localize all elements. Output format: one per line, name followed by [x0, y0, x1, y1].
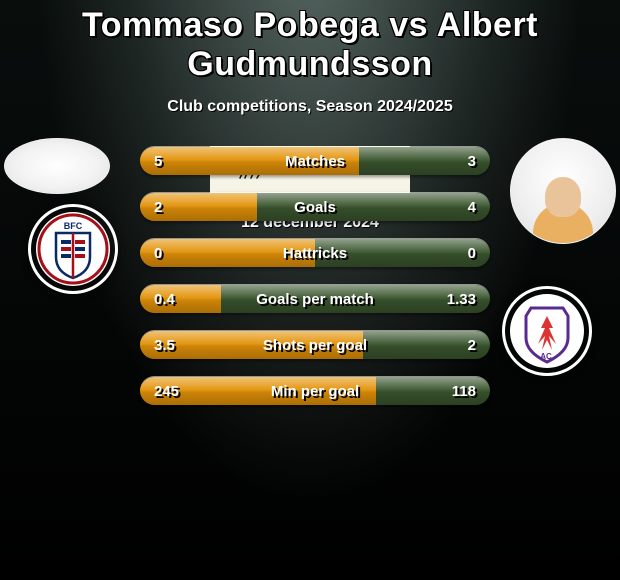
player-right-avatar [510, 138, 616, 244]
stat-right-segment [363, 331, 490, 359]
fiorentina-crest-icon: AC [508, 292, 586, 370]
player-left-club-crest: BFC [28, 204, 118, 294]
stat-row: Goals per match0.41.33 [140, 284, 490, 313]
stat-right-segment [257, 193, 490, 221]
stat-left-segment [140, 331, 363, 359]
stat-row: Min per goal245118 [140, 376, 490, 405]
stat-row: Shots per goal3.52 [140, 330, 490, 359]
player-left-name: Tommaso Pobega [82, 6, 379, 44]
svg-text:AC: AC [540, 352, 552, 361]
stats-panel: Matches53 Goals24 Hattricks00 Goals per mat… [140, 146, 490, 405]
stat-row: Matches53 [140, 146, 490, 175]
stat-left-segment [140, 377, 376, 405]
stat-right-segment [359, 147, 490, 175]
player-photo-shape [533, 203, 593, 243]
stat-left-segment [140, 147, 359, 175]
stat-right-segment [315, 239, 490, 267]
subtitle: Club competitions, Season 2024/2025 [0, 98, 620, 116]
svg-text:BFC: BFC [64, 221, 83, 231]
vs-word: vs [389, 6, 428, 44]
stat-right-segment [221, 285, 490, 313]
stat-row: Goals24 [140, 192, 490, 221]
stat-left-segment [140, 239, 315, 267]
player-right-club-crest: AC [502, 286, 592, 376]
stat-left-segment [140, 285, 221, 313]
stat-left-segment [140, 193, 257, 221]
comparison-title: Tommaso Pobega vs Albert Gudmundsson [0, 6, 620, 84]
stat-right-segment [376, 377, 490, 405]
player-left-avatar [4, 138, 110, 194]
stat-row: Hattricks00 [140, 238, 490, 267]
bfc-crest-icon: BFC [34, 210, 112, 288]
